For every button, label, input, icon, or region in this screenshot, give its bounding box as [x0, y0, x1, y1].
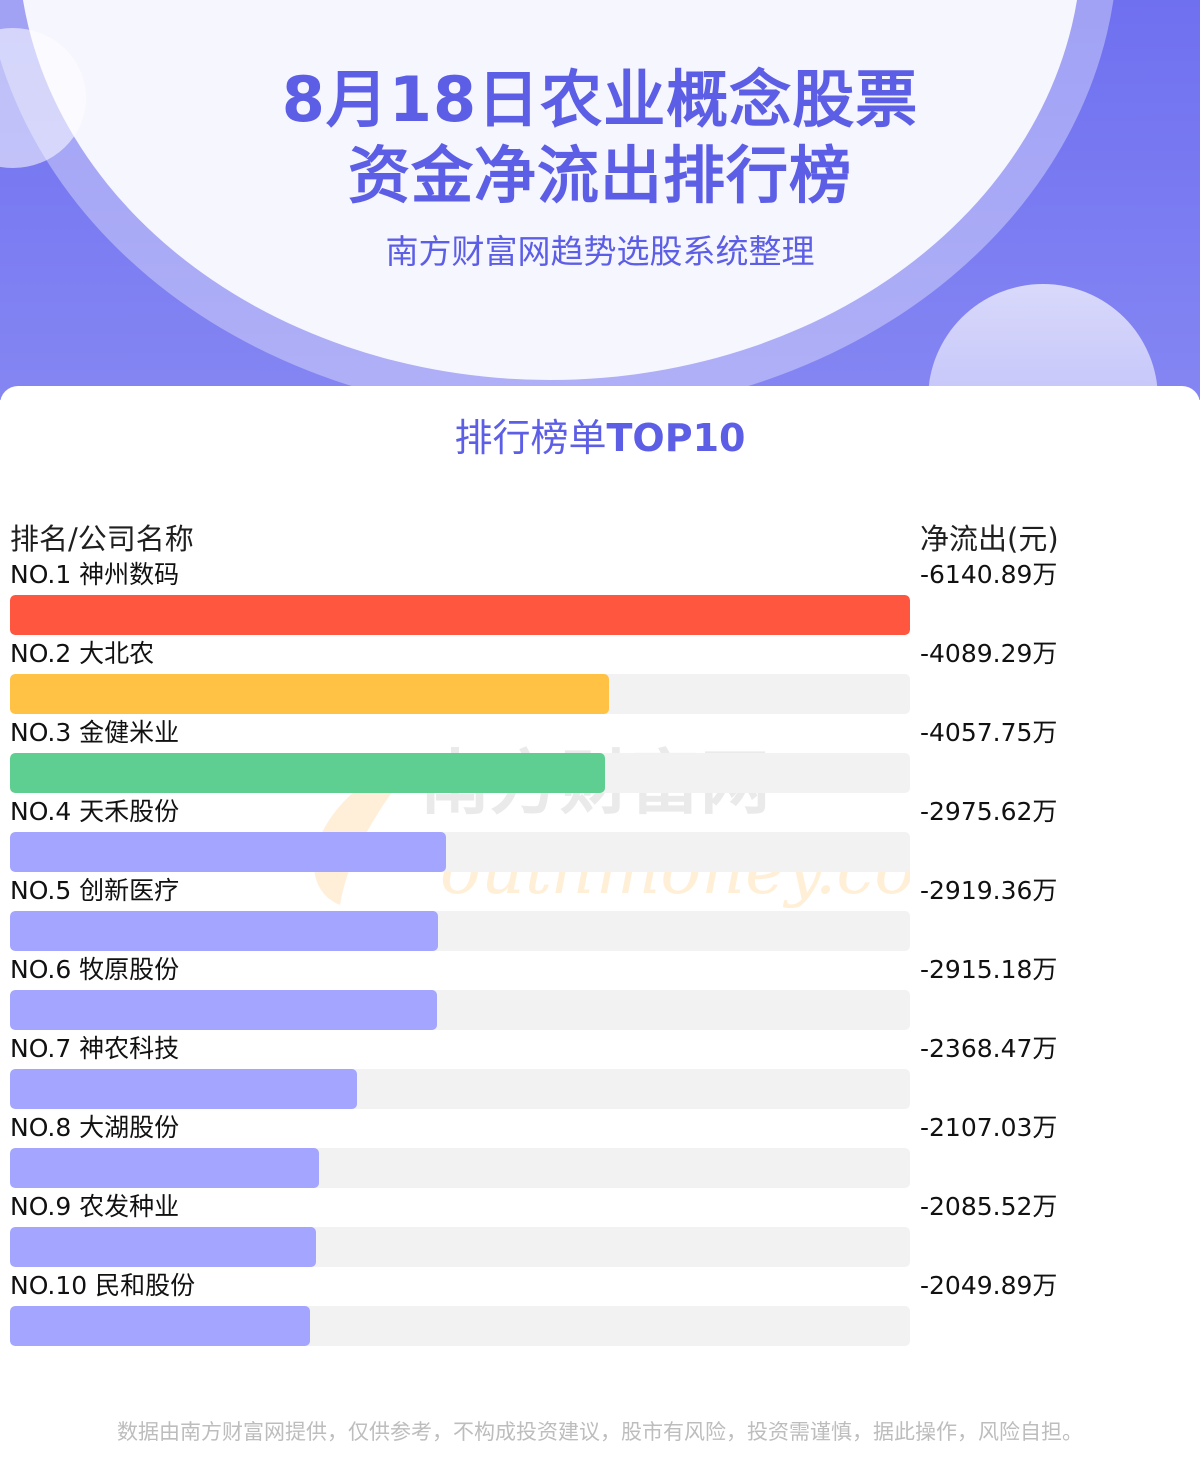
row-value-label: -2915.18万 — [920, 955, 1058, 984]
bar — [10, 911, 438, 951]
row-label: NO.6 牧原股份 — [10, 955, 180, 984]
bar-track — [10, 911, 910, 951]
ranking-row: NO.5 创新医疗 -2919.36万 — [0, 874, 1200, 953]
ranking-row: NO.7 神农科技 -2368.47万 — [0, 1032, 1200, 1111]
card-title-suffix: TOP10 — [606, 416, 746, 460]
bar-track — [10, 1306, 910, 1346]
bar — [10, 990, 437, 1030]
bar — [10, 753, 605, 793]
row-value-label: -4057.75万 — [920, 718, 1058, 747]
row-value-label: -4089.29万 — [920, 639, 1058, 668]
bar — [10, 1227, 316, 1267]
row-label: NO.10 民和股份 — [10, 1271, 196, 1300]
disclaimer-text: 数据由南方财富网提供，仅供参考，不构成投资建议，股市有风险，投资需谨慎，据此操作… — [117, 1420, 1083, 1444]
bar — [10, 595, 910, 635]
column-header-rank-name: 排名/公司名称 — [10, 522, 194, 556]
column-header-net-outflow: 净流出(元) — [920, 522, 1059, 556]
header-banner: 8月18日农业概念股票 资金净流出排行榜 南方财富网趋势选股系统整理 — [0, 0, 1200, 400]
row-value-label: -2368.47万 — [920, 1034, 1058, 1063]
bar-track — [10, 595, 910, 635]
row-value-label: -2919.36万 — [920, 876, 1058, 905]
ranking-row: NO.6 牧原股份 -2915.18万 — [0, 953, 1200, 1032]
row-label: NO.2 大北农 — [10, 639, 155, 668]
bar — [10, 1306, 310, 1346]
page-title-line1: 8月18日农业概念股票 — [281, 63, 919, 136]
bar-track — [10, 674, 910, 714]
row-label: NO.5 创新医疗 — [10, 876, 180, 905]
bar-track — [10, 990, 910, 1030]
row-label: NO.9 农发种业 — [10, 1192, 180, 1221]
ranking-row: NO.9 农发种业 -2085.52万 — [0, 1190, 1200, 1269]
ranking-row: NO.4 天禾股份 -2975.62万 — [0, 795, 1200, 874]
card-title-prefix: 排行榜单 — [454, 416, 607, 460]
ranking-card-title: 排行榜单TOP10 — [0, 410, 1200, 466]
ranking-row: NO.3 金健米业 -4057.75万 — [0, 716, 1200, 795]
bar-track — [10, 753, 910, 793]
ranking-row: NO.10 民和股份 -2049.89万 — [0, 1269, 1200, 1348]
row-label: NO.7 神农科技 — [10, 1034, 180, 1063]
row-value-label: -2049.89万 — [920, 1271, 1058, 1300]
ranking-row: NO.8 大湖股份 -2107.03万 — [0, 1111, 1200, 1190]
row-label: NO.1 神州数码 — [10, 560, 180, 589]
row-value-label: -2085.52万 — [920, 1192, 1058, 1221]
row-label: NO.3 金健米业 — [10, 718, 180, 747]
decor-circle-right — [928, 284, 1158, 400]
row-label: NO.8 大湖股份 — [10, 1113, 180, 1142]
bar — [10, 832, 446, 872]
row-value-label: -2107.03万 — [920, 1113, 1058, 1142]
bar-track — [10, 1069, 910, 1109]
page-subtitle: 南方财富网趋势选股系统整理 — [385, 232, 815, 271]
bar — [10, 1148, 319, 1188]
bar — [10, 1069, 357, 1109]
bar-track — [10, 1227, 910, 1267]
bar — [10, 674, 609, 714]
row-value-label: -2975.62万 — [920, 797, 1058, 826]
bar-track — [10, 1148, 910, 1188]
ranking-row: NO.2 大北农 -4089.29万 — [0, 637, 1200, 716]
page-title-line2: 资金净流出排行榜 — [347, 139, 852, 212]
row-value-label: -6140.89万 — [920, 560, 1058, 589]
bar-track — [10, 832, 910, 872]
row-label: NO.4 天禾股份 — [10, 797, 180, 826]
ranking-row: NO.1 神州数码 -6140.89万 — [0, 558, 1200, 637]
